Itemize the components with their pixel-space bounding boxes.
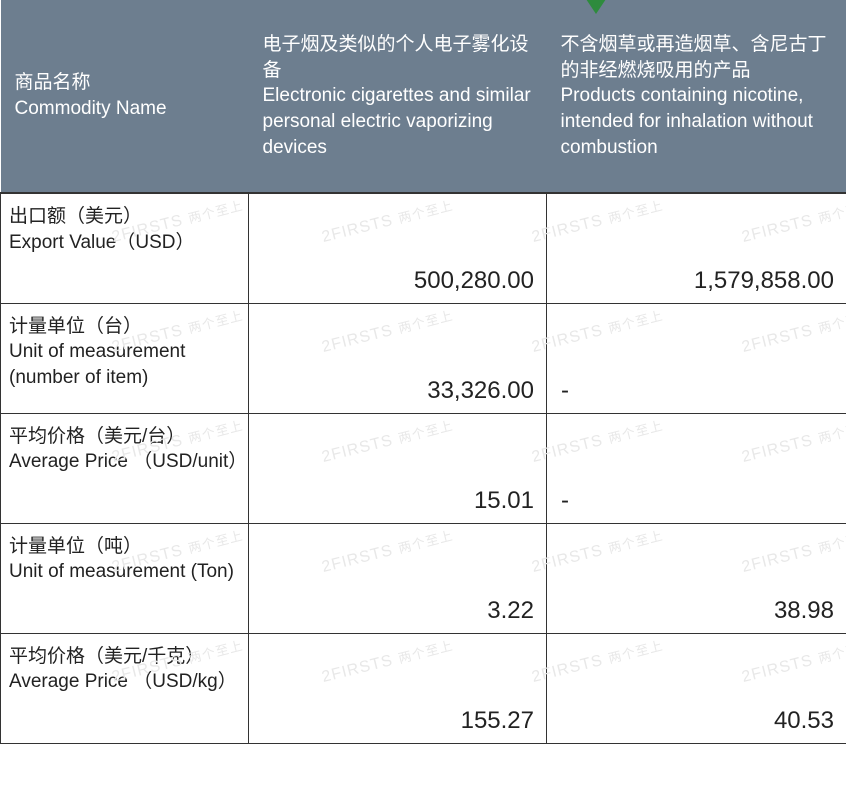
value-cell: 155.27 xyxy=(249,633,547,743)
numeric-value: 33,326.00 xyxy=(427,377,534,405)
commodity-table: 商品名称 Commodity Name 电子烟及类似的个人电子雾化设备 Elec… xyxy=(0,0,846,744)
numeric-value: 1,579,858.00 xyxy=(694,267,834,295)
row-label-cn: 平均价格（美元/台） xyxy=(9,424,240,450)
row-label: 计量单位（台）Unit of measurement (number of it… xyxy=(1,303,249,413)
value-cell: 38.98 xyxy=(547,523,846,633)
row-label-en: Export Value（USD） xyxy=(9,230,240,256)
header-ecig: 电子烟及类似的个人电子雾化设备 Electronic cigarettes an… xyxy=(249,0,547,193)
numeric-value: 40.53 xyxy=(774,707,834,735)
row-label-en: Average Price （USD/unit） xyxy=(9,449,240,475)
numeric-value: 155.27 xyxy=(461,707,534,735)
row-label: 计量单位（吨）Unit of measurement (Ton) xyxy=(1,523,249,633)
table-header: 商品名称 Commodity Name 电子烟及类似的个人电子雾化设备 Elec… xyxy=(1,0,846,193)
numeric-value: 500,280.00 xyxy=(414,267,534,295)
header-col1-cn: 电子烟及类似的个人电子雾化设备 xyxy=(263,32,533,83)
header-col2-cn: 不含烟草或再造烟草、含尼古丁的非经燃烧吸用的产品 xyxy=(561,32,833,83)
header-col0-cn: 商品名称 xyxy=(15,70,235,96)
numeric-value: 3.22 xyxy=(487,597,534,625)
row-label-cn: 计量单位（吨） xyxy=(9,534,240,560)
value-cell: - xyxy=(547,303,846,413)
value-cell: 33,326.00 xyxy=(249,303,547,413)
numeric-value: 15.01 xyxy=(474,487,534,515)
empty-value: - xyxy=(561,487,569,515)
header-col2-en: Products containing nicotine, intended f… xyxy=(561,83,833,160)
value-cell: 1,579,858.00 xyxy=(547,193,846,303)
table-container: 商品名称 Commodity Name 电子烟及类似的个人电子雾化设备 Elec… xyxy=(0,0,846,744)
value-cell: 500,280.00 xyxy=(249,193,547,303)
empty-value: - xyxy=(561,377,569,405)
header-commodity-name: 商品名称 Commodity Name xyxy=(1,0,249,193)
row-label-cn: 出口额（美元） xyxy=(9,204,240,230)
row-label-en: Average Price （USD/kg） xyxy=(9,669,240,695)
header-col0-en: Commodity Name xyxy=(15,96,235,122)
row-label: 平均价格（美元/千克）Average Price （USD/kg） xyxy=(1,633,249,743)
table-row: 平均价格（美元/千克）Average Price （USD/kg） 155.27 4… xyxy=(1,633,846,743)
row-label-en: Unit of measurement (Ton) xyxy=(9,559,240,585)
row-label: 出口额（美元） Export Value（USD） xyxy=(1,193,249,303)
table-body: 出口额（美元） Export Value（USD） 500,280.00 1,579… xyxy=(1,193,846,743)
table-row: 平均价格（美元/台）Average Price （USD/unit） 15.01- xyxy=(1,413,846,523)
header-col1-en: Electronic cigarettes and similar person… xyxy=(263,83,533,160)
row-label-cn: 平均价格（美元/千克） xyxy=(9,644,240,670)
value-cell: - xyxy=(547,413,846,523)
value-cell: 40.53 xyxy=(547,633,846,743)
table-row: 出口额（美元） Export Value（USD） 500,280.00 1,579… xyxy=(1,193,846,303)
table-row: 计量单位（吨）Unit of measurement (Ton) 3.22 38.9… xyxy=(1,523,846,633)
numeric-value: 38.98 xyxy=(774,597,834,625)
row-label: 平均价格（美元/台）Average Price （USD/unit） xyxy=(1,413,249,523)
header-nicotine-products: 不含烟草或再造烟草、含尼古丁的非经燃烧吸用的产品 Products contai… xyxy=(547,0,846,193)
table-row: 计量单位（台）Unit of measurement (number of it… xyxy=(1,303,846,413)
row-label-en: Unit of measurement (number of item) xyxy=(9,339,240,390)
value-cell: 3.22 xyxy=(249,523,547,633)
row-label-cn: 计量单位（台） xyxy=(9,314,240,340)
value-cell: 15.01 xyxy=(249,413,547,523)
highlight-arrow-icon xyxy=(584,0,608,14)
